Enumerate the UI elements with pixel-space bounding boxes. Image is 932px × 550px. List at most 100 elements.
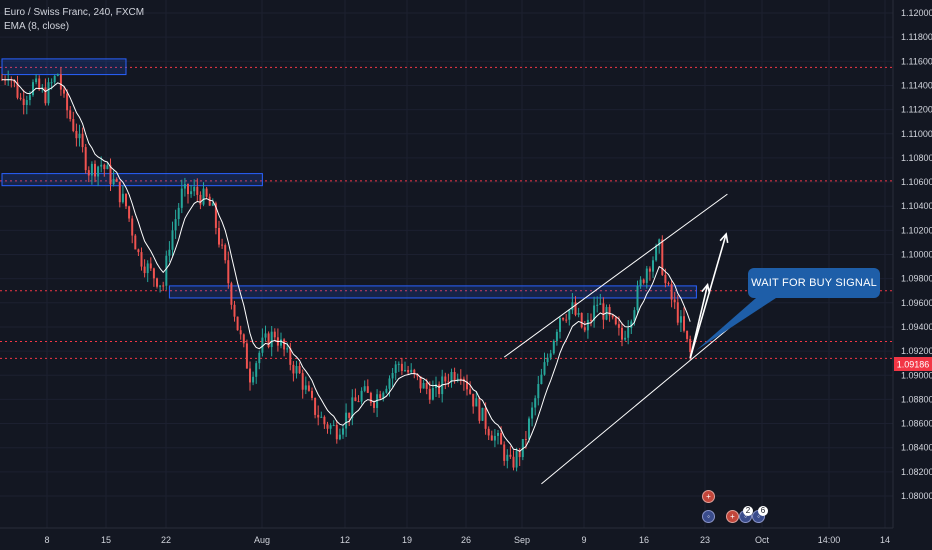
candle: [320, 411, 323, 418]
candle-body: [97, 166, 100, 177]
candle: [35, 74, 38, 85]
candle: [509, 446, 512, 459]
candle-body: [652, 260, 654, 272]
candle: [332, 420, 335, 427]
candle: [614, 316, 617, 326]
candle: [435, 376, 437, 397]
candle-body: [583, 327, 586, 331]
candle: [583, 320, 586, 333]
channel-lower-line: [541, 308, 753, 485]
candle-body: [131, 218, 134, 236]
candle-body: [481, 407, 484, 421]
candle: [174, 209, 177, 239]
candle-body: [199, 194, 202, 205]
last-price-tag: 1.09186: [894, 357, 932, 371]
candle-body: [56, 74, 59, 76]
candle-body: [28, 95, 31, 101]
candle-body: [162, 285, 165, 287]
candle: [562, 317, 565, 322]
candle: [159, 285, 162, 293]
candle-body: [540, 374, 543, 385]
candle-body: [673, 299, 676, 303]
candle: [493, 429, 496, 448]
candle-body: [270, 331, 273, 348]
event-count-badge-a[interactable]: 2: [743, 506, 753, 516]
candle: [385, 385, 388, 394]
candle-body: [227, 260, 230, 284]
candle-body: [94, 163, 96, 177]
candle-body: [686, 330, 689, 339]
candle: [444, 372, 447, 390]
candle-body: [90, 163, 93, 176]
candle: [165, 250, 168, 290]
candle: [90, 161, 93, 185]
candle: [534, 395, 537, 416]
candle-body: [469, 389, 472, 394]
candle: [47, 77, 50, 106]
candle-body: [112, 178, 115, 185]
candle-body: [193, 186, 196, 192]
x-tick-label: 22: [161, 535, 171, 545]
candle: [394, 360, 397, 381]
event-count-badge-b[interactable]: 6: [758, 506, 768, 516]
candle-body: [664, 274, 667, 284]
candle-body: [475, 398, 478, 407]
candle-body: [509, 454, 512, 457]
candle: [543, 352, 546, 376]
candle: [549, 349, 552, 361]
candle: [301, 369, 304, 399]
chart-grid: [0, 0, 893, 528]
indicator-legend[interactable]: EMA (8, close): [4, 21, 70, 32]
projection-arrow-shaft: [689, 284, 709, 359]
candle: [391, 368, 394, 388]
event-flag-icon-2[interactable]: +: [726, 510, 739, 523]
candle: [574, 296, 577, 317]
candle: [149, 257, 152, 272]
candle-body: [295, 366, 298, 374]
candle: [152, 267, 155, 287]
candle-body: [599, 303, 602, 305]
candle-body: [252, 376, 255, 383]
candle-body: [428, 388, 431, 400]
time-axis[interactable]: 8 15 22 Aug 12 19 26 Sep 9 16 23 Oct 14:00 14: [44, 535, 890, 545]
candle: [342, 425, 344, 439]
callout-pointer: [696, 298, 776, 351]
candle-body: [298, 366, 301, 374]
y-tick-label: 1.10400: [901, 201, 932, 211]
candle-body: [245, 343, 248, 369]
candle-body: [466, 381, 468, 390]
candle: [580, 312, 583, 329]
candle-body: [326, 424, 329, 429]
event-globe-icon[interactable]: ◦: [702, 510, 715, 523]
x-tick-label: 16: [639, 535, 649, 545]
candle-body: [596, 304, 599, 306]
candle-body: [503, 444, 506, 461]
last-price-label: 1.09186: [897, 360, 930, 370]
candle: [78, 124, 81, 147]
candle: [555, 329, 558, 346]
candle-body: [360, 390, 363, 402]
candle-body: [38, 78, 41, 90]
x-tick-label: 15: [101, 535, 111, 545]
candle-body: [608, 307, 611, 316]
candle: [72, 111, 75, 133]
y-tick-label: 1.09600: [901, 298, 932, 308]
y-tick-label: 1.09400: [901, 322, 932, 332]
candle: [636, 280, 639, 316]
candle: [667, 281, 670, 286]
candle-body: [456, 378, 459, 381]
candle: [295, 360, 298, 379]
candle-body: [500, 432, 503, 445]
candle: [32, 79, 34, 97]
candle: [177, 203, 180, 226]
candle-body: [487, 428, 490, 436]
candle-body: [633, 310, 636, 322]
candle: [16, 75, 19, 100]
candle-body: [280, 339, 282, 346]
event-flag-icon[interactable]: +: [702, 490, 715, 503]
candle-body: [484, 407, 487, 429]
candle-body: [453, 371, 456, 381]
y-tick-label: 1.08000: [901, 491, 932, 501]
y-tick-label: 1.11200: [901, 105, 932, 115]
price-axis[interactable]: 1.12000 1.11800 1.11600 1.11400 1.11200 1.110…: [901, 8, 932, 501]
